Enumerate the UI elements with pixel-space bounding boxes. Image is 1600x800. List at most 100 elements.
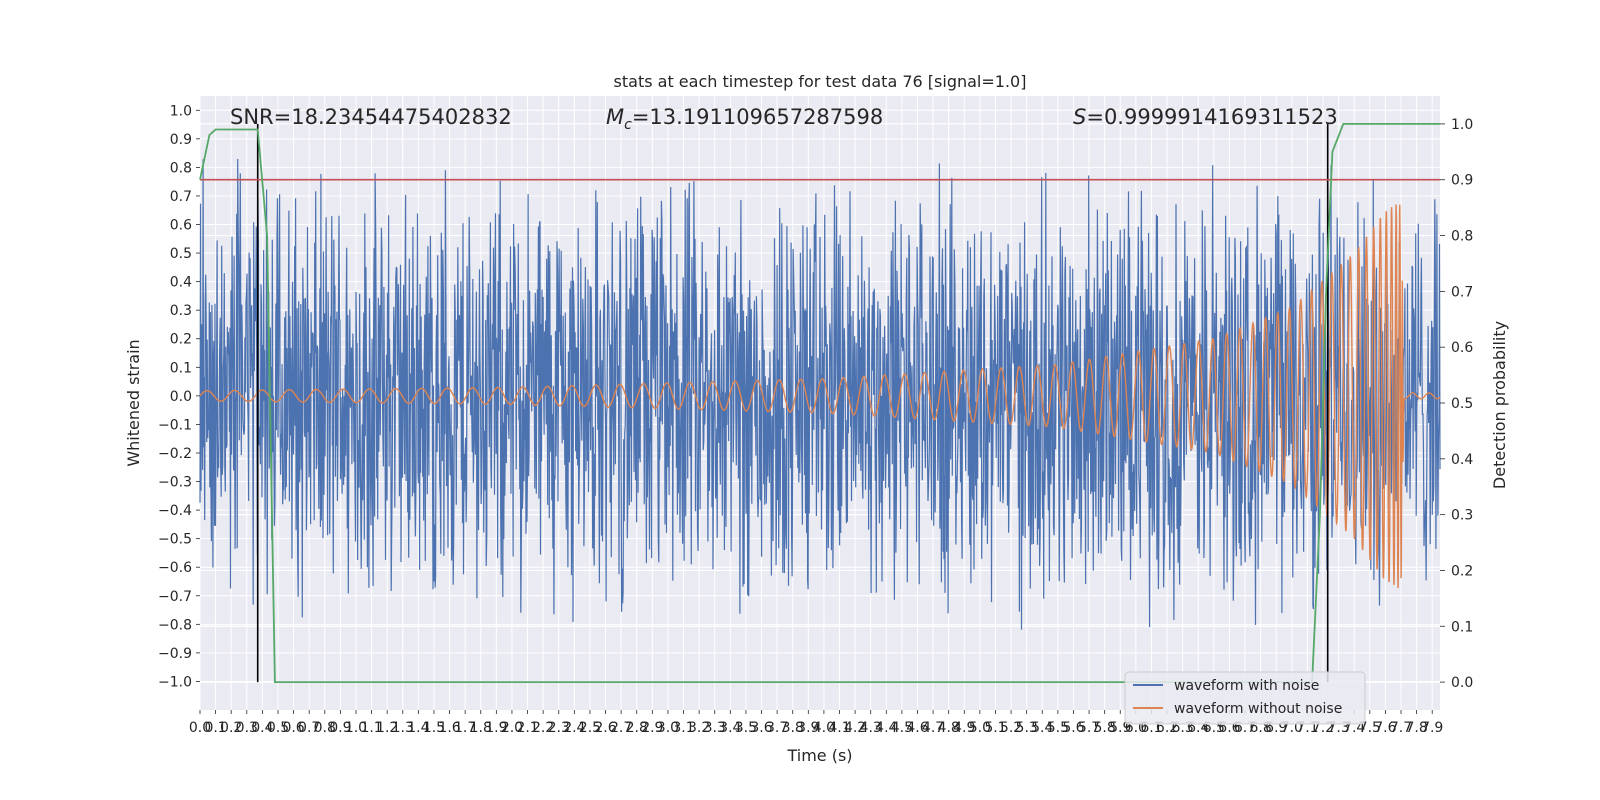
x-tick-label: 5.6 xyxy=(1062,720,1084,736)
x-tick-labels: 0.00.10.20.30.40.50.60.70.80.91.01.11.21… xyxy=(189,710,1443,736)
y-tick-label-right: 0.7 xyxy=(1451,284,1473,300)
y-tick-label-left: 0.9 xyxy=(170,132,192,148)
y-tick-label-left: 0.4 xyxy=(170,275,192,291)
x-tick-label: 1.1 xyxy=(360,720,382,736)
y-tick-label-left: −0.5 xyxy=(158,532,192,548)
y-tick-label-right: 0.1 xyxy=(1451,619,1473,635)
score-annotation: S=0.9999914169311523 xyxy=(1073,105,1338,129)
x-tick-label: 4.4 xyxy=(875,720,897,736)
x-axis-label: Time (s) xyxy=(786,746,852,765)
series-detection-probability xyxy=(199,123,1440,683)
y-tick-label-right: 0.5 xyxy=(1451,396,1473,412)
y-tick-label-right: 0.9 xyxy=(1451,173,1473,189)
legend: waveform with noise waveform without noi… xyxy=(1124,671,1366,725)
x-tick-label: 1.8 xyxy=(470,720,492,736)
x-tick-label: 1.0 xyxy=(345,720,367,736)
x-tick-label: 0.4 xyxy=(251,720,273,736)
legend-box xyxy=(1124,671,1366,725)
clean-waveform-line xyxy=(199,204,1441,589)
x-tick-label: 0.0 xyxy=(189,720,211,736)
x-tick-label: 1.5 xyxy=(423,720,445,736)
x-tick-label: 7.7 xyxy=(1390,720,1412,736)
x-tick-label: 1.3 xyxy=(392,720,414,736)
y-tick-label-right: 0.3 xyxy=(1451,508,1473,524)
chart-title: stats at each timestep for test data 76 … xyxy=(614,72,1027,91)
y-tick-label-left: −1.0 xyxy=(158,674,192,690)
x-tick-label: 4.0 xyxy=(813,720,835,736)
x-tick-label: 4.7 xyxy=(922,720,944,736)
y-tick-labels-right: 0.0 0.1 0.2 0.3 0.4 0.5 0.6 0.7 0.8 0.9 1.0 xyxy=(1440,117,1473,691)
x-tick-label: 0.5 xyxy=(267,720,289,736)
x-tick-label: 2.0 xyxy=(501,720,523,736)
legend-label-noise: waveform with noise xyxy=(1174,678,1319,694)
vertical-markers xyxy=(256,123,1329,683)
x-tick-label: 0.8 xyxy=(314,720,336,736)
x-tick-label: 0.1 xyxy=(204,720,226,736)
x-tick-label: 5.0 xyxy=(969,720,991,736)
series-waveform-with-noise xyxy=(199,158,1441,630)
chirp-mass-annotation: Mc=13.191109657287598 xyxy=(606,105,883,133)
score-value: =0.9999914169311523 xyxy=(1086,105,1337,129)
x-tick-label: 3.3 xyxy=(704,720,726,736)
y-axis-label-left: Whitened strain xyxy=(124,339,143,466)
x-tick-label: 5.1 xyxy=(984,720,1006,736)
x-tick-label: 2.1 xyxy=(516,720,538,736)
x-tick-label: 0.9 xyxy=(329,720,351,736)
y-tick-label-right: 0.6 xyxy=(1451,340,1473,356)
x-tick-label: 5.4 xyxy=(1031,720,1053,736)
y-tick-label-left: 1.0 xyxy=(170,103,192,119)
x-tick-label: 1.4 xyxy=(407,720,429,736)
x-tick-label: 3.9 xyxy=(797,720,819,736)
y-tick-label-left: 0.2 xyxy=(170,332,192,348)
legend-label-clean: waveform without noise xyxy=(1174,701,1342,717)
x-tick-label: 0.6 xyxy=(282,720,304,736)
noisy-waveform-line xyxy=(199,158,1441,630)
y-tick-label-left: 0.6 xyxy=(170,218,192,234)
y-tick-label-right: 0.8 xyxy=(1451,229,1473,245)
x-tick-label: 4.9 xyxy=(953,720,975,736)
x-tick-label: 2.3 xyxy=(548,720,570,736)
x-tick-label: 4.3 xyxy=(860,720,882,736)
x-tick-label: 3.8 xyxy=(782,720,804,736)
x-tick-label: 3.5 xyxy=(735,720,757,736)
y-tick-label-left: 0.1 xyxy=(170,360,192,376)
chirp-mass-value: =13.191109657287598 xyxy=(632,105,883,129)
y-tick-label-right: 0.2 xyxy=(1451,563,1473,579)
x-tick-label: 4.8 xyxy=(938,720,960,736)
y-tick-labels-left: −1.0 −0.9 −0.8 −0.7 −0.6 −0.5 −0.4 −0.3 −0.2 −0.1… xyxy=(158,103,200,690)
y-tick-label-right: 1.0 xyxy=(1451,117,1473,133)
y-tick-label-left: −0.6 xyxy=(158,560,192,576)
chirp-mass-symbol: M xyxy=(606,105,624,129)
y-tick-label-left: 0.7 xyxy=(170,189,192,205)
y-axis-label-right: Detection probability xyxy=(1490,321,1509,489)
x-tick-label: 5.9 xyxy=(1109,720,1131,736)
x-tick-label: 4.2 xyxy=(844,720,866,736)
x-tick-label: 0.2 xyxy=(220,720,242,736)
x-tick-label: 5.8 xyxy=(1094,720,1116,736)
y-tick-label-left: −0.4 xyxy=(158,503,192,519)
y-tick-label-left: −0.3 xyxy=(158,475,192,491)
x-tick-label: 7.8 xyxy=(1405,720,1427,736)
x-tick-label: 1.7 xyxy=(454,720,476,736)
y-tick-label-left: 0.0 xyxy=(170,389,192,405)
x-tick-label: 1.2 xyxy=(376,720,398,736)
x-tick-label: 7.6 xyxy=(1374,720,1396,736)
x-tick-label: 2.5 xyxy=(579,720,601,736)
detection-probability-line xyxy=(199,123,1440,683)
x-tick-label: 4.1 xyxy=(828,720,850,736)
x-tick-label: 5.5 xyxy=(1047,720,1069,736)
x-tick-label: 0.3 xyxy=(236,720,258,736)
x-tick-label: 2.9 xyxy=(641,720,663,736)
snr-annotation: SNR=18.23454475402832 xyxy=(230,105,512,129)
x-tick-label: 3.4 xyxy=(719,720,741,736)
x-tick-label: 1.9 xyxy=(485,720,507,736)
y-tick-label-left: 0.3 xyxy=(170,303,192,319)
x-tick-label: 4.5 xyxy=(891,720,913,736)
y-tick-label-left: 0.5 xyxy=(170,246,192,262)
y-tick-label-left: −0.9 xyxy=(158,646,192,662)
x-tick-label: 3.1 xyxy=(672,720,694,736)
x-tick-label: 3.0 xyxy=(657,720,679,736)
x-tick-label: 5.2 xyxy=(1000,720,1022,736)
x-tick-label: 1.6 xyxy=(438,720,460,736)
